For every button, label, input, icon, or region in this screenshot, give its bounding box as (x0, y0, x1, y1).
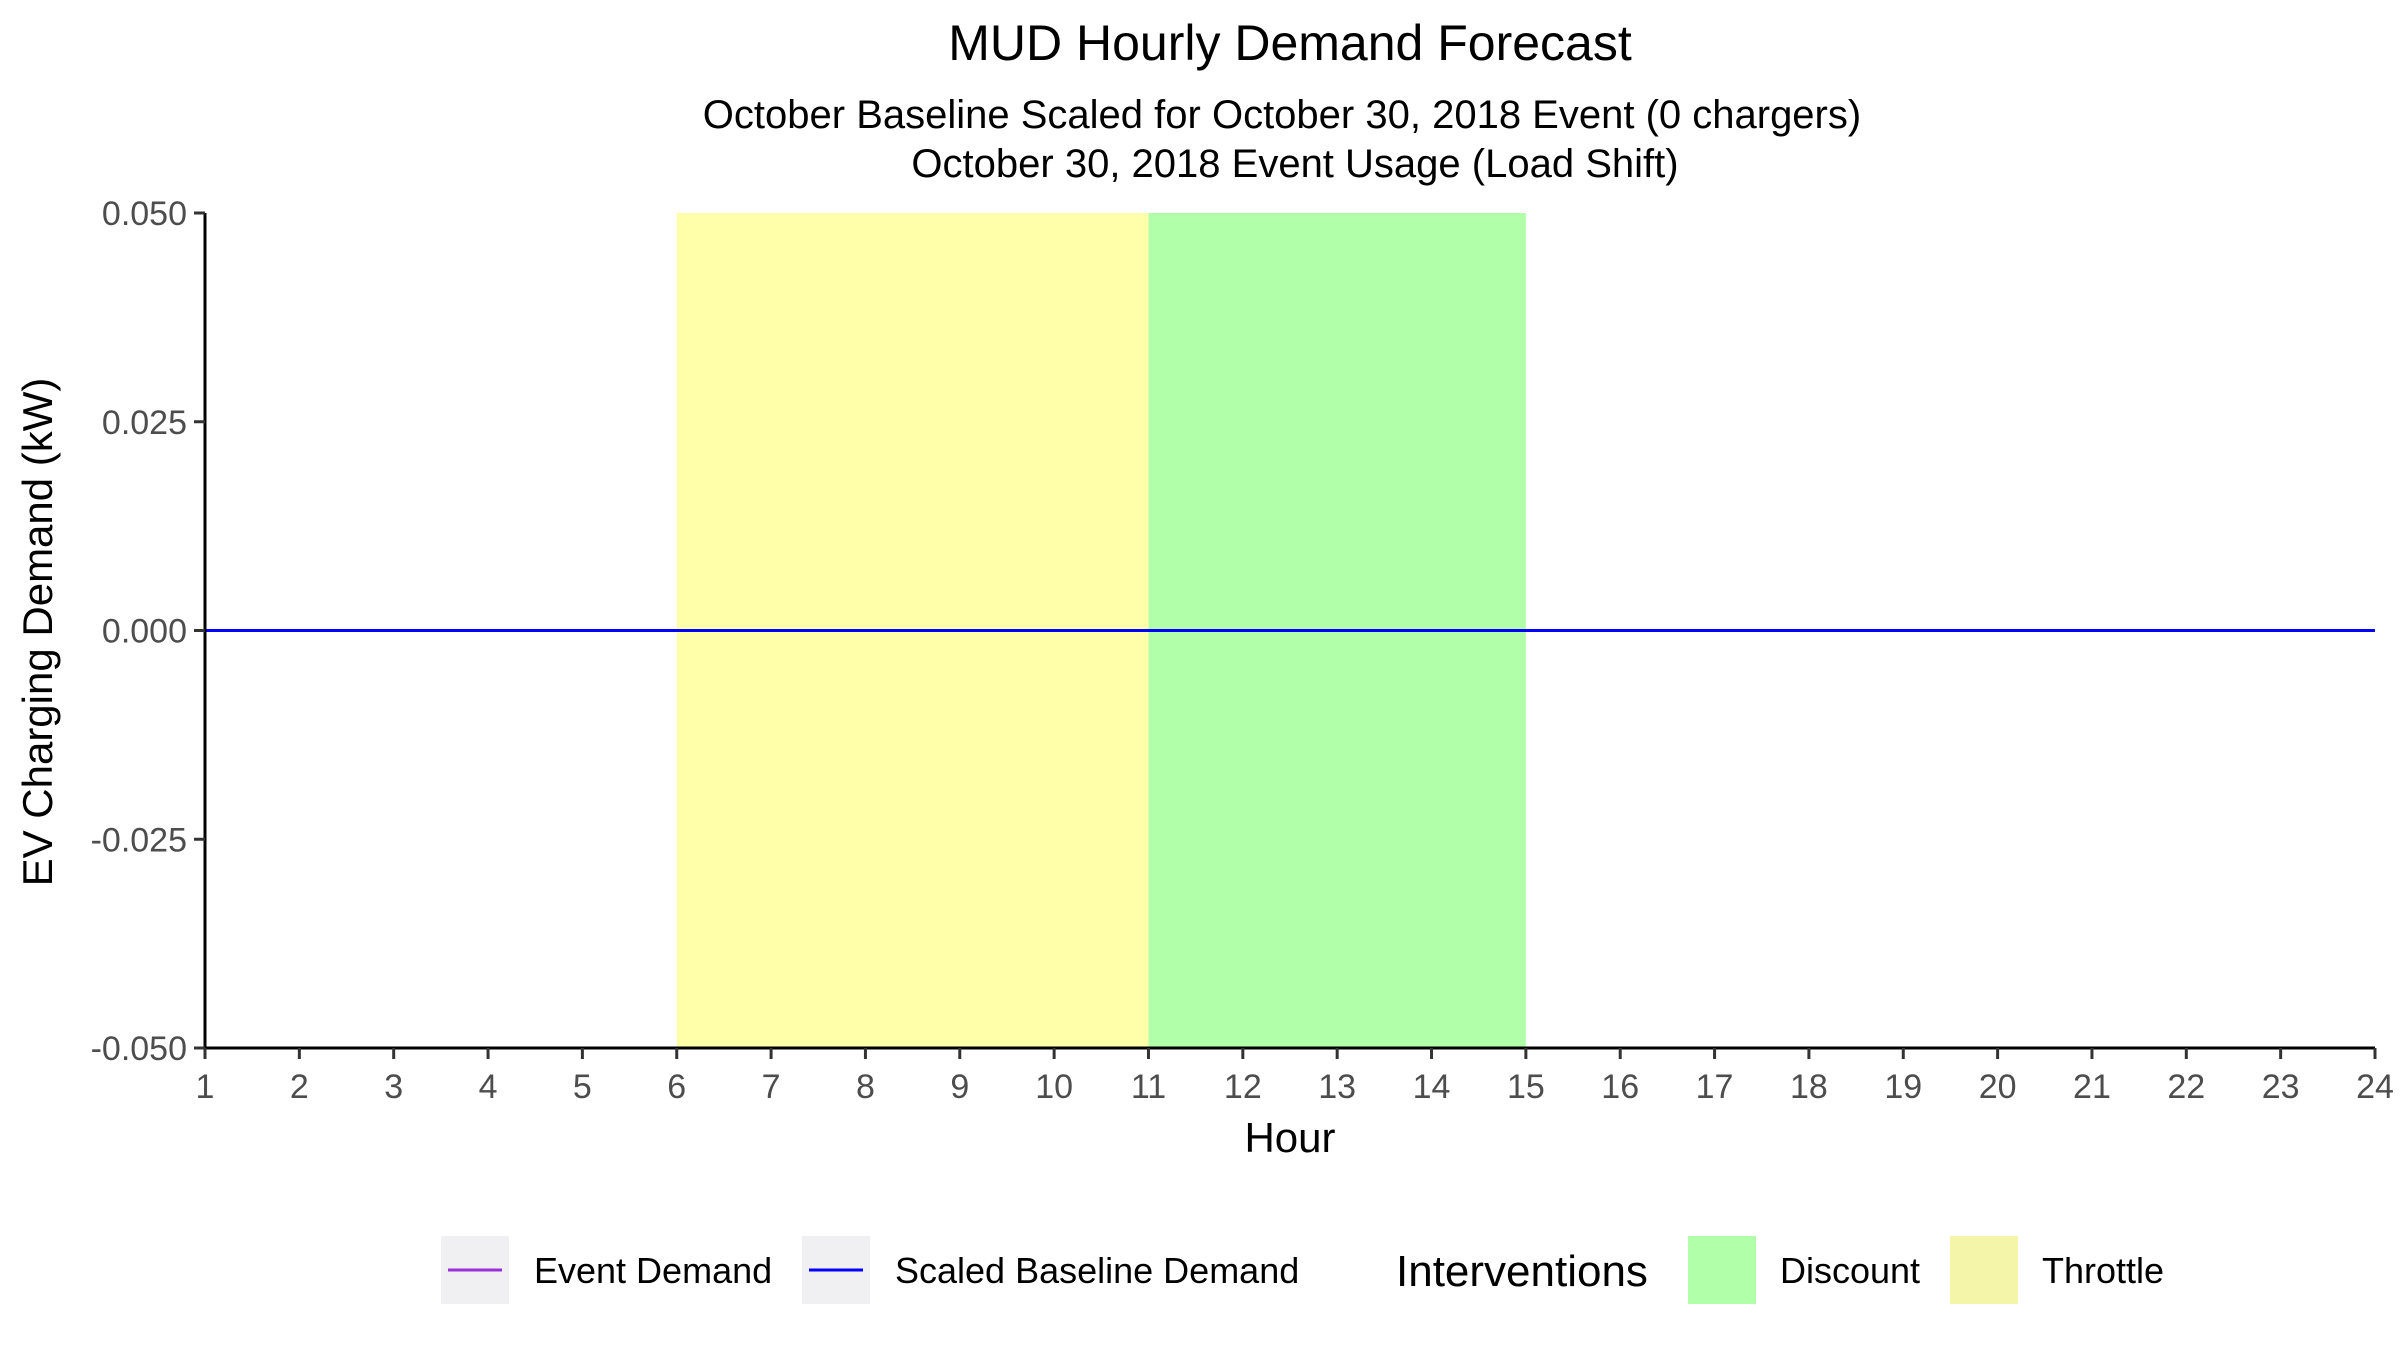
chart-subtitle-line-1: October Baseline Scaled for October 30, … (703, 93, 1861, 137)
x-tick-label: 8 (856, 1068, 875, 1106)
y-axis-title: EV Charging Demand (kW) (14, 378, 61, 887)
x-tick-label: 12 (1224, 1068, 1262, 1106)
x-tick-label: 15 (1507, 1068, 1545, 1106)
legend: Event Demand Scaled Baseline Demand Interv… (441, 1236, 2164, 1304)
legend-label: Scaled Baseline Demand (895, 1250, 1299, 1291)
y-tick-label: 0.000 (102, 613, 187, 651)
y-tick-label: -0.050 (91, 1030, 187, 1068)
legend-key-throttle (1950, 1236, 2018, 1304)
x-tick-label: 3 (384, 1068, 403, 1106)
x-tick-label: 10 (1035, 1068, 1073, 1106)
legend-label: Throttle (2042, 1250, 2164, 1291)
y-tick-label: -0.025 (91, 821, 187, 859)
legend-title-interventions: Interventions (1396, 1247, 1648, 1296)
x-tick-label: 24 (2356, 1068, 2394, 1106)
x-tick-label: 23 (2262, 1068, 2300, 1106)
x-tick-label: 4 (479, 1068, 498, 1106)
y-tick-label: 0.050 (102, 195, 187, 233)
x-tick-label: 9 (950, 1068, 969, 1106)
x-tick-label: 11 (1131, 1068, 1166, 1106)
legend-key-discount (1688, 1236, 1756, 1304)
x-tick-label: 14 (1413, 1068, 1451, 1106)
x-tick-label: 22 (2167, 1068, 2205, 1106)
y-tick-label: 0.025 (102, 404, 187, 442)
x-tick-label: 13 (1318, 1068, 1356, 1106)
x-tick-label: 21 (2073, 1068, 2111, 1106)
x-tick-label: 17 (1696, 1068, 1734, 1106)
x-tick-label: 20 (1979, 1068, 2017, 1106)
legend-label: Event Demand (534, 1250, 772, 1291)
x-tick-label: 18 (1790, 1068, 1828, 1106)
x-tick-label: 16 (1601, 1068, 1639, 1106)
x-tick-label: 1 (196, 1068, 215, 1106)
legend-label: Discount (1780, 1250, 1920, 1291)
x-tick-label: 19 (1884, 1068, 1922, 1106)
chart-subtitle-line-2: October 30, 2018 Event Usage (Load Shift… (911, 142, 1678, 186)
x-tick-label: 5 (573, 1068, 592, 1106)
x-tick-label: 7 (762, 1068, 781, 1106)
x-tick-label: 6 (667, 1068, 686, 1106)
chart-title: MUD Hourly Demand Forecast (948, 15, 1632, 71)
x-tick-label: 2 (290, 1068, 309, 1106)
x-axis-title: Hour (1244, 1114, 1335, 1161)
